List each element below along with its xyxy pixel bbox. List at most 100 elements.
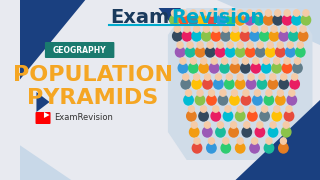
Circle shape xyxy=(255,127,265,137)
Circle shape xyxy=(293,63,302,73)
Polygon shape xyxy=(44,112,50,118)
Circle shape xyxy=(237,74,243,80)
Circle shape xyxy=(186,90,192,96)
Circle shape xyxy=(197,90,203,96)
Text: Exam: Exam xyxy=(110,8,170,26)
Circle shape xyxy=(223,26,229,32)
Circle shape xyxy=(220,63,229,73)
Circle shape xyxy=(203,79,212,89)
Circle shape xyxy=(247,42,253,48)
Circle shape xyxy=(276,95,285,105)
Circle shape xyxy=(211,31,221,41)
Circle shape xyxy=(207,95,216,105)
Circle shape xyxy=(250,143,259,153)
Circle shape xyxy=(245,15,254,25)
FancyBboxPatch shape xyxy=(45,42,114,58)
Circle shape xyxy=(261,26,268,32)
Circle shape xyxy=(263,58,269,64)
Circle shape xyxy=(229,127,238,137)
Text: PYRAMIDS: PYRAMIDS xyxy=(27,88,158,108)
Circle shape xyxy=(243,90,249,96)
Circle shape xyxy=(264,15,273,25)
Circle shape xyxy=(294,58,300,64)
Circle shape xyxy=(177,42,183,48)
Circle shape xyxy=(203,127,212,137)
Circle shape xyxy=(250,31,260,41)
Circle shape xyxy=(196,47,205,57)
Circle shape xyxy=(207,15,217,25)
Circle shape xyxy=(289,31,298,41)
Circle shape xyxy=(303,10,309,16)
Circle shape xyxy=(257,42,263,48)
Circle shape xyxy=(242,26,248,32)
Circle shape xyxy=(225,106,231,112)
Circle shape xyxy=(175,47,185,57)
Circle shape xyxy=(279,31,288,41)
Circle shape xyxy=(254,15,264,25)
FancyBboxPatch shape xyxy=(36,112,51,124)
Circle shape xyxy=(284,111,294,121)
Circle shape xyxy=(226,15,236,25)
Circle shape xyxy=(236,79,245,89)
Circle shape xyxy=(223,138,229,144)
Circle shape xyxy=(179,15,188,25)
Circle shape xyxy=(249,106,255,112)
Circle shape xyxy=(226,47,235,57)
Circle shape xyxy=(237,10,243,16)
Circle shape xyxy=(187,42,193,48)
Circle shape xyxy=(244,122,250,128)
Circle shape xyxy=(215,47,225,57)
Circle shape xyxy=(269,31,279,41)
Circle shape xyxy=(197,42,203,48)
Circle shape xyxy=(230,63,240,73)
Circle shape xyxy=(181,10,187,16)
Circle shape xyxy=(200,10,206,16)
Circle shape xyxy=(268,79,277,89)
Circle shape xyxy=(248,111,257,121)
Circle shape xyxy=(203,26,209,32)
Circle shape xyxy=(246,79,256,89)
Circle shape xyxy=(252,138,258,144)
Polygon shape xyxy=(20,145,71,180)
Circle shape xyxy=(209,90,214,96)
Circle shape xyxy=(180,58,186,64)
Circle shape xyxy=(231,31,240,41)
Circle shape xyxy=(204,122,210,128)
Circle shape xyxy=(262,106,268,112)
Circle shape xyxy=(287,95,297,105)
Circle shape xyxy=(221,31,230,41)
Circle shape xyxy=(291,26,296,32)
Circle shape xyxy=(195,95,205,105)
Circle shape xyxy=(189,127,199,137)
Circle shape xyxy=(266,138,272,144)
Circle shape xyxy=(275,10,281,16)
Circle shape xyxy=(274,106,280,112)
Circle shape xyxy=(187,111,196,121)
Circle shape xyxy=(236,15,245,25)
Circle shape xyxy=(192,143,202,153)
Circle shape xyxy=(292,15,301,25)
Circle shape xyxy=(292,74,298,80)
Circle shape xyxy=(184,95,193,105)
Circle shape xyxy=(223,111,233,121)
Circle shape xyxy=(188,106,194,112)
Circle shape xyxy=(219,10,224,16)
Circle shape xyxy=(236,47,245,57)
Circle shape xyxy=(240,31,250,41)
Circle shape xyxy=(172,31,182,41)
Circle shape xyxy=(277,90,284,96)
Circle shape xyxy=(194,74,200,80)
Circle shape xyxy=(284,58,290,64)
Circle shape xyxy=(231,122,236,128)
Circle shape xyxy=(274,58,280,64)
Circle shape xyxy=(270,74,276,80)
Circle shape xyxy=(266,90,272,96)
Circle shape xyxy=(182,31,192,41)
Circle shape xyxy=(199,63,208,73)
Circle shape xyxy=(194,26,200,32)
Circle shape xyxy=(286,106,292,112)
Circle shape xyxy=(277,42,283,48)
Circle shape xyxy=(265,10,271,16)
Circle shape xyxy=(178,63,188,73)
Circle shape xyxy=(299,31,308,41)
